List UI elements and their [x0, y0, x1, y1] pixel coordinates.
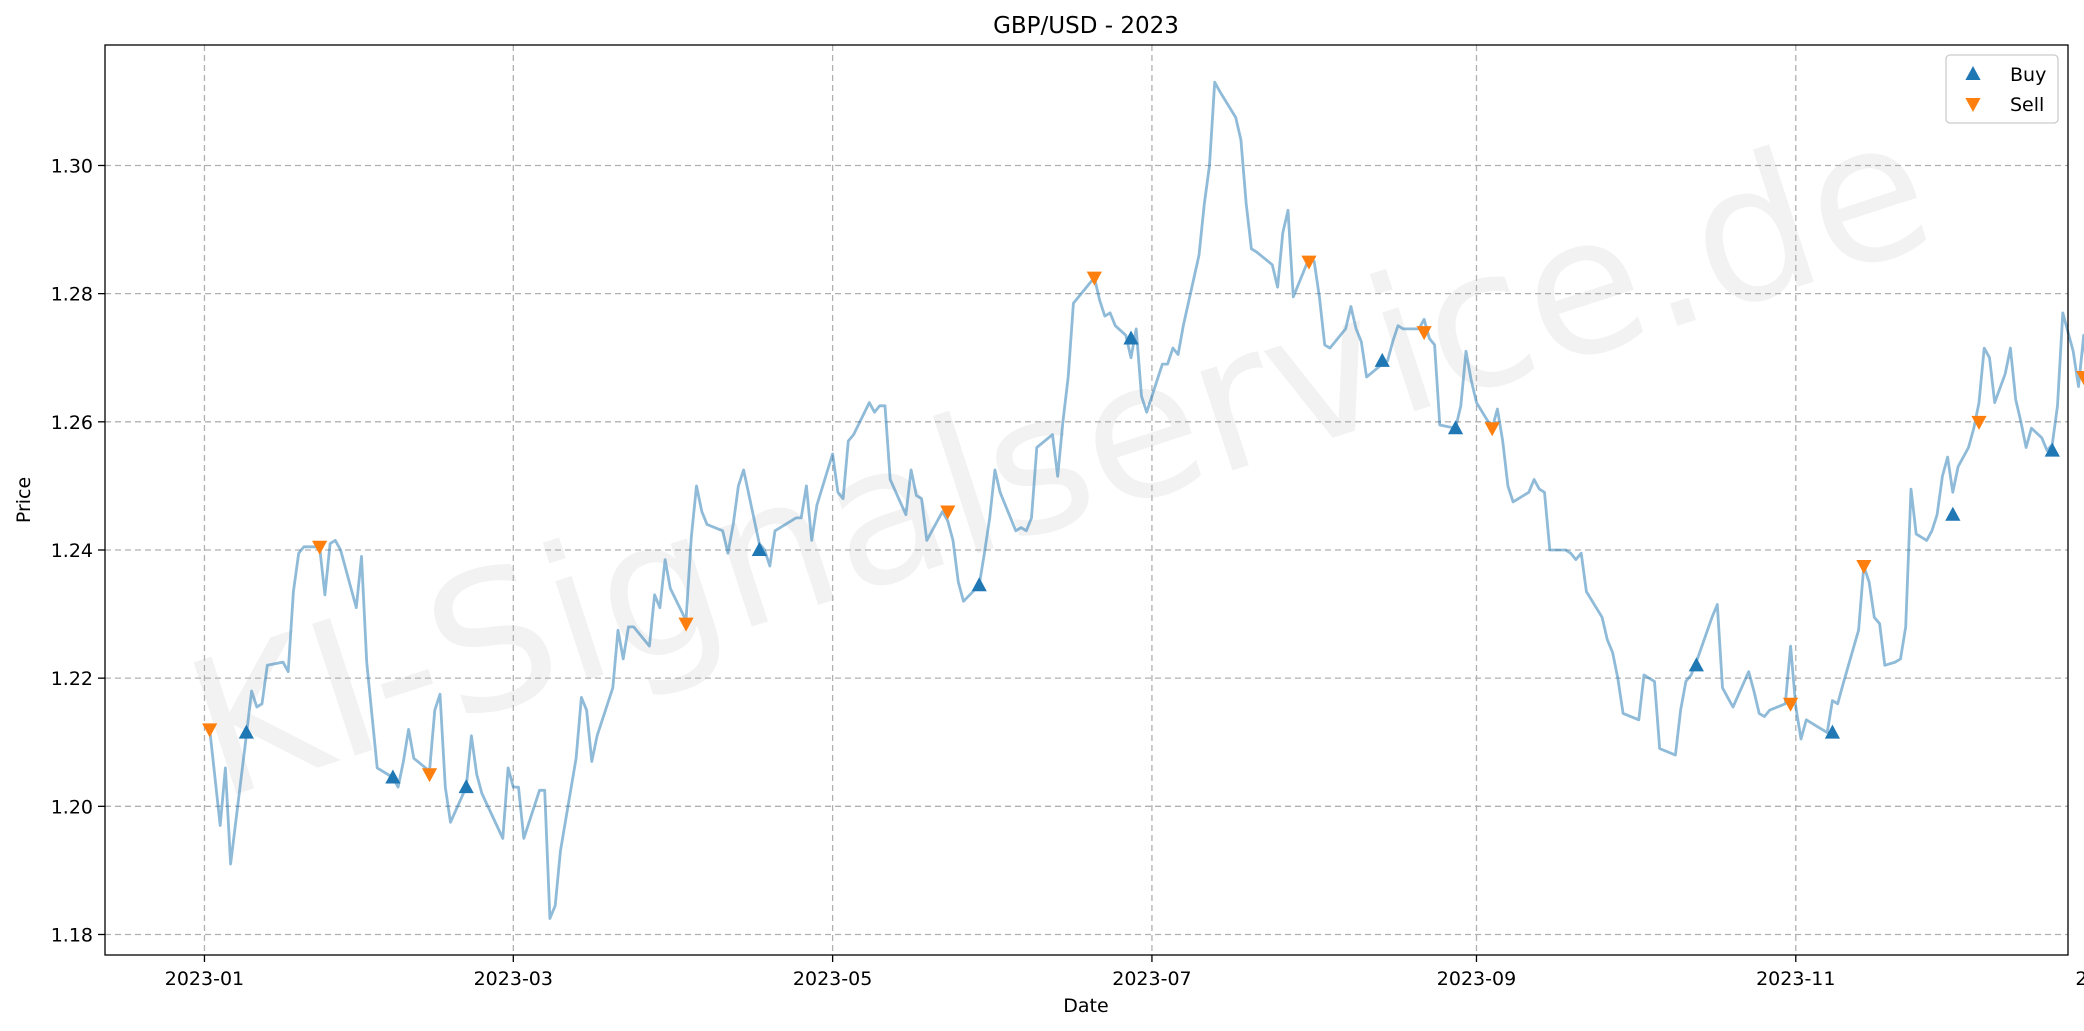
sell-marker [940, 505, 956, 520]
x-tick-label: 2023-09 [1437, 968, 1516, 990]
x-axis-label: Date [1063, 995, 1108, 1017]
buy-marker [1374, 352, 1390, 367]
x-tick-label: 2023-01 [165, 968, 244, 990]
plot-frame [104, 44, 2069, 956]
buy-marker [751, 541, 767, 556]
y-tick-label: 1.28 [51, 284, 93, 306]
y-tick-label: 1.30 [51, 155, 93, 177]
line-layer [208, 80, 2084, 920]
legend-sell-label: Sell [2010, 94, 2044, 116]
sell-marker [1971, 415, 1987, 430]
x-tick-label: 2023-05 [793, 968, 872, 990]
x-tick-label: 2023-11 [1756, 968, 1835, 990]
buy-marker [1123, 330, 1139, 345]
buy-marker [2044, 442, 2060, 457]
y-tick-label: 1.18 [51, 924, 93, 946]
buy-marker [385, 769, 401, 784]
price-series-line [208, 80, 2084, 920]
x-axis: 2023-01 2023-03 2023-05 2023-07 2023-09 2023-… [165, 955, 2084, 990]
y-tick-label: 1.26 [51, 412, 93, 434]
x-tick-label: 2023-03 [474, 968, 553, 990]
grid [105, 45, 2068, 955]
y-tick-label: 1.24 [51, 540, 93, 562]
x-tick-label: 2023-07 [1112, 968, 1191, 990]
buy-marker [1447, 420, 1464, 435]
sell-marker [1856, 560, 1872, 575]
buy-marker [458, 779, 474, 794]
sell-marker [1301, 255, 1317, 270]
buy-marker [971, 577, 987, 592]
marker-layer [202, 255, 2084, 794]
chart-title: GBP/USD - 2023 [993, 13, 1179, 39]
y-axis: 1.18 1.20 1.22 1.24 1.26 1.28 1.30 [51, 155, 105, 946]
y-tick-label: 1.20 [51, 796, 93, 818]
sell-marker [1782, 697, 1799, 712]
y-axis-label: Price [13, 477, 35, 523]
sell-marker [1086, 271, 1102, 286]
sell-marker [1416, 326, 1432, 341]
buy-marker [1688, 657, 1704, 672]
buy-marker [1945, 506, 1961, 521]
sell-marker [202, 723, 218, 738]
legend-sell-triangle-icon [1965, 98, 1981, 112]
legend-buy-triangle-icon [1965, 66, 1981, 80]
sell-marker [1484, 422, 1500, 437]
sell-marker [421, 768, 438, 783]
sell-marker [2076, 370, 2084, 385]
sell-marker [312, 540, 328, 555]
sell-marker [678, 617, 694, 632]
legend-buy-label: Buy [2010, 64, 2046, 86]
buy-marker [1824, 724, 1841, 739]
x-tick-label: 2024-01 [2075, 968, 2084, 990]
legend: Buy Sell [1945, 54, 2059, 124]
y-tick-label: 1.22 [51, 668, 93, 690]
buy-marker [238, 724, 254, 739]
